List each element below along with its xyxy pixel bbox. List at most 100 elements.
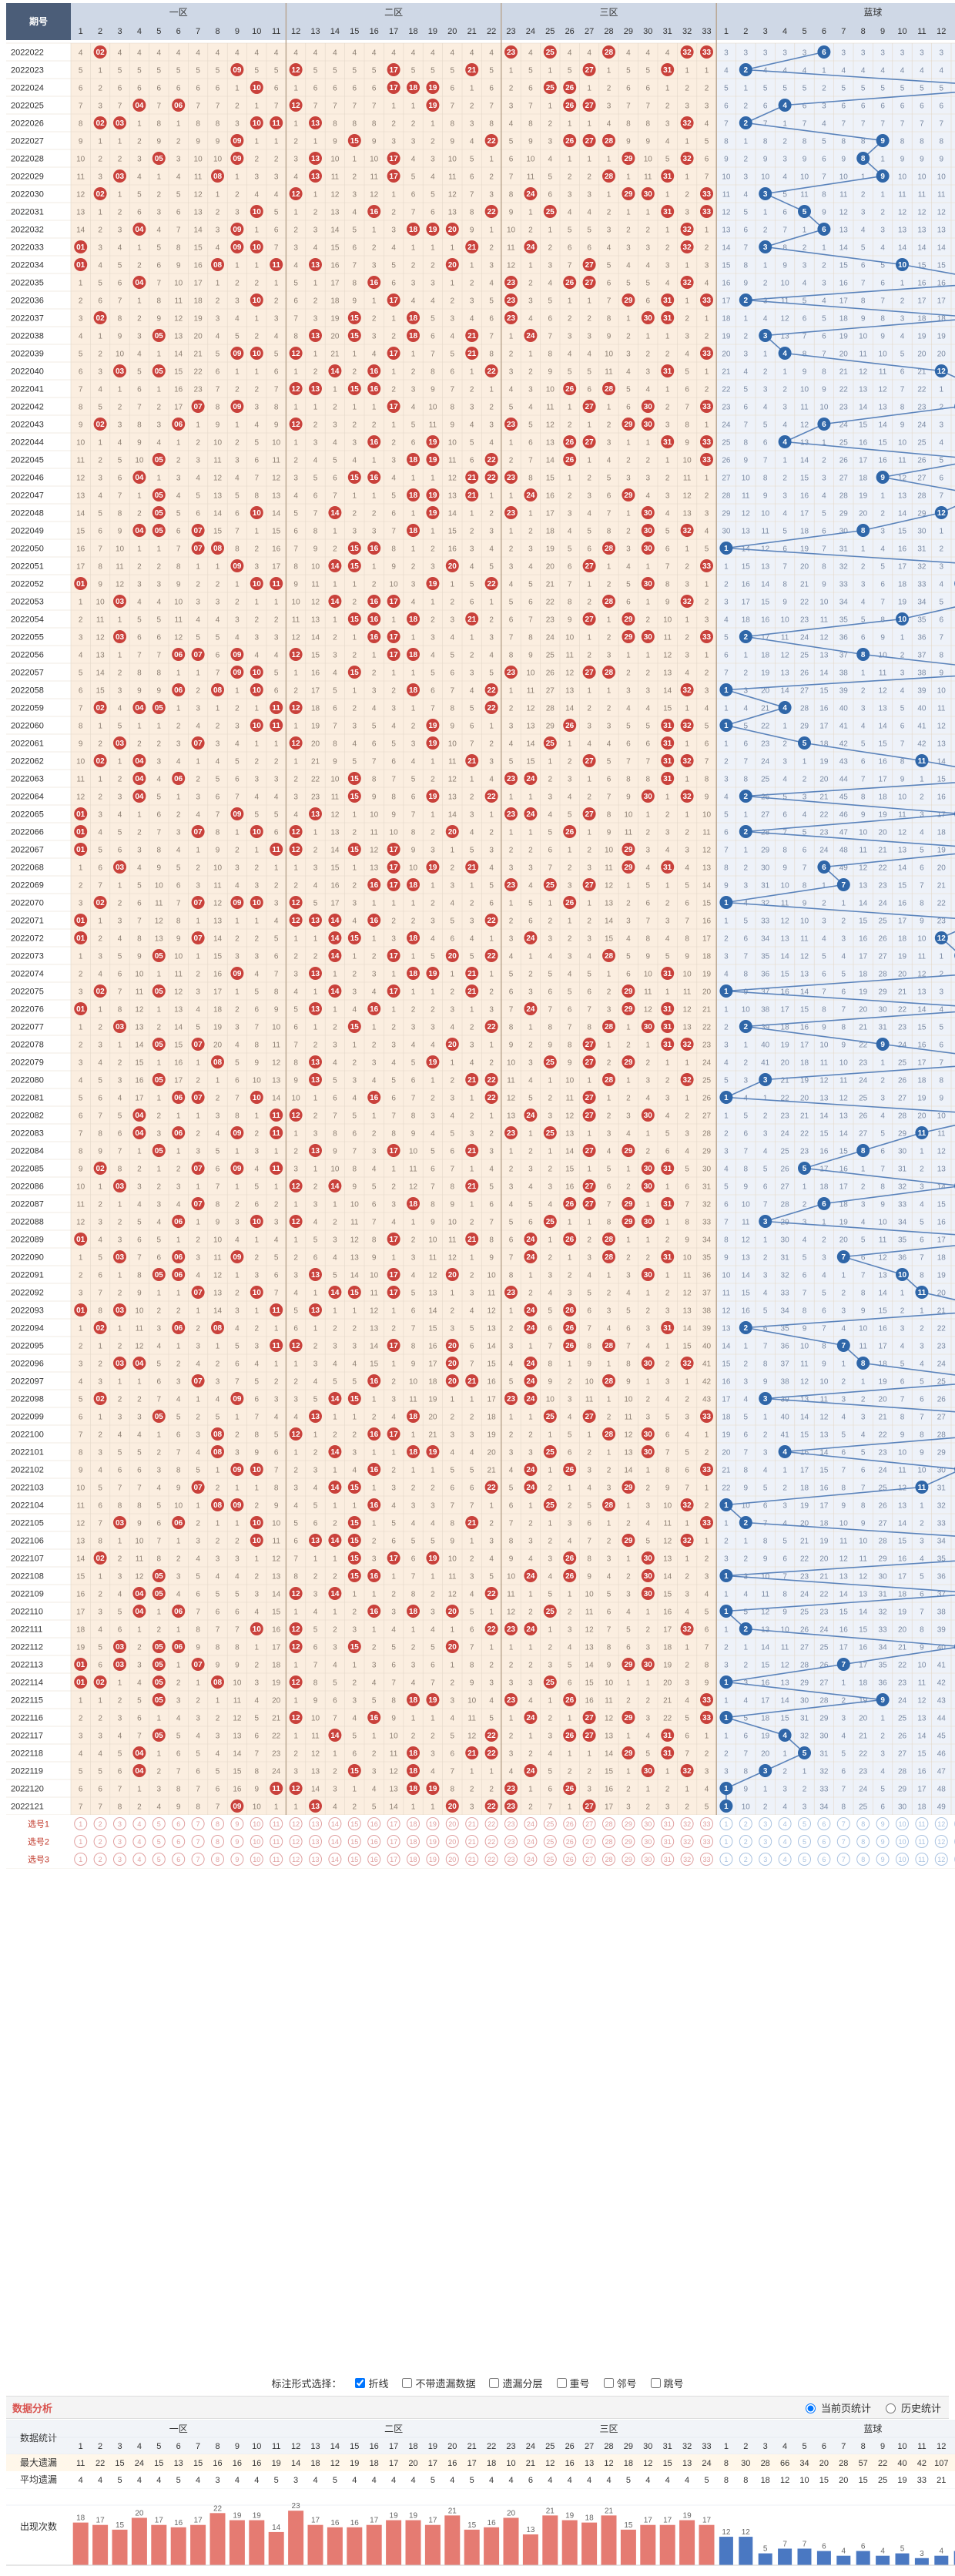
red-ball-number: 31 [663,1749,672,1758]
blue-miss: 5 [744,386,749,394]
red-miss: 1 [470,1254,474,1263]
red-miss: 13 [428,1290,437,1298]
red-ball [387,81,400,94]
red-ball-number: 27 [585,1041,595,1049]
red-ball-number: 18 [409,934,418,943]
blue-miss: 29 [839,510,849,518]
blue-miss: 19 [819,758,829,766]
red-miss: 6 [274,953,279,961]
red-miss: 2 [431,1484,435,1493]
red-miss: 17 [76,1608,85,1617]
red-miss: 1 [293,1803,298,1812]
red-miss: 7 [98,1803,102,1812]
red-miss: 2 [705,599,709,607]
red-miss: 5 [528,1095,533,1103]
blue-miss: 25 [761,776,770,784]
red-ball-number: 08 [213,686,223,695]
red-miss: 1 [196,917,200,926]
red-miss: 7 [411,1573,416,1581]
red-ball-number: 06 [174,1253,183,1262]
red-miss: 4 [587,510,591,518]
red-ball-number: 17 [390,1555,399,1563]
blue-miss: 5 [782,191,787,200]
red-miss: 4 [196,475,200,483]
red-miss: 3 [685,1679,689,1688]
blue-miss: 3 [724,49,729,58]
red-miss: 8 [293,333,298,341]
issue-label: 2022047 [11,491,44,501]
blue-miss: 5 [842,85,846,93]
red-miss: 6 [372,1201,377,1209]
red-miss: 2 [372,244,377,253]
red-ball-number: 11 [272,119,280,128]
blue-miss: 8 [803,882,807,891]
blue-miss: 9 [842,156,846,164]
red-miss: 2 [137,1396,142,1404]
blue-miss: 5 [763,421,768,430]
red-miss: 2 [587,917,591,926]
red-miss: 1 [79,599,83,607]
red-miss: 8 [79,723,83,731]
issue-label: 2022098 [11,1395,44,1404]
blue-miss: 10 [781,280,790,288]
issue-label: 2022100 [11,1431,44,1440]
red-miss: 3 [353,723,357,731]
blue-miss: 18 [859,971,868,979]
red-miss: 3 [528,1538,533,1546]
red-miss: 5 [685,1449,689,1457]
red-ball-number: 27 [585,102,595,110]
red-miss: 1 [431,758,435,766]
red-miss: 13 [448,209,457,217]
red-miss: 1 [293,758,298,766]
blue-miss: 1 [782,368,787,377]
red-miss: 6 [118,1626,122,1635]
red-miss: 1 [509,439,514,448]
red-miss: 10 [76,1484,85,1493]
red-miss: 13 [233,1732,242,1741]
blue-miss: 7 [724,669,729,678]
red-miss: 4 [431,173,435,182]
red-miss: 9 [137,1520,142,1528]
red-miss: 11 [409,1166,417,1174]
red-miss: 11 [273,1538,281,1546]
red-ball-number: 33 [702,438,712,447]
red-miss: 19 [311,723,320,731]
red-ball-number: 28 [605,545,614,553]
issue-label: 2022053 [11,598,44,607]
red-miss: 2 [274,882,279,891]
red-miss: 6 [196,1591,200,1599]
red-ball-number: 05 [155,1413,164,1421]
red-miss: 4 [313,1378,318,1387]
red-ball-number: 03 [116,1306,125,1315]
red-miss: 11 [409,1396,417,1404]
red-miss: 7 [333,102,337,111]
red-miss: 10 [507,1573,516,1581]
blue-miss: 12 [917,209,927,217]
red-miss: 5 [587,1290,591,1298]
red-ball-number: 20 [448,1342,457,1350]
red-miss: 11 [566,652,575,660]
blue-miss: 12 [937,209,947,217]
red-miss: 3 [568,1396,572,1404]
red-miss: 2 [293,882,298,891]
red-miss: 6 [548,847,553,855]
red-miss: 11 [331,793,340,802]
red-miss: 9 [98,1148,102,1156]
red-miss: 5 [313,900,318,908]
red-miss: 5 [98,1484,102,1493]
blue-miss: 22 [917,386,927,394]
red-miss: 7 [489,102,494,111]
red-miss: 4 [196,811,200,820]
red-miss: 2 [646,669,651,678]
red-ball-number: 15 [350,1484,360,1492]
red-miss: 1 [665,793,670,802]
blue-miss: 4 [861,599,866,607]
blue-miss: 25 [859,1095,868,1103]
red-ball-number: 15 [350,793,360,801]
red-miss: 7 [685,917,689,926]
red-miss: 1 [411,1803,416,1812]
red-miss: 1 [705,421,709,430]
red-miss: 9 [216,138,220,146]
issue-header[interactable]: 期号 [29,15,48,27]
red-ball-number: 32 [683,1360,692,1368]
